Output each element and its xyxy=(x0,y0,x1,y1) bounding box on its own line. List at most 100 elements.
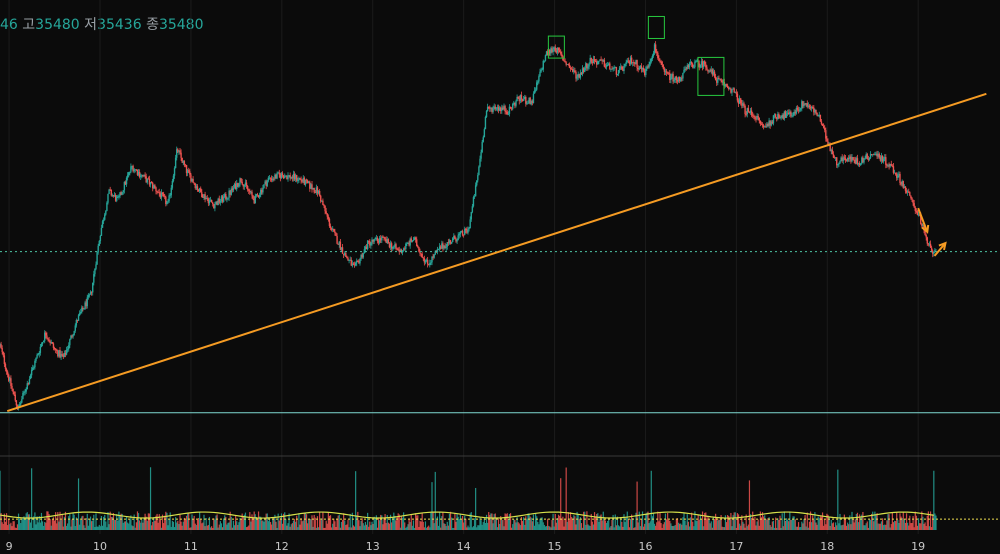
candle-body xyxy=(36,354,38,358)
candle-body xyxy=(517,96,519,99)
candle-body xyxy=(243,185,246,187)
volume-bar xyxy=(935,515,937,530)
candle-body xyxy=(642,68,645,71)
volume-bar xyxy=(271,524,273,530)
volume-bar xyxy=(248,525,250,530)
candle-body xyxy=(15,400,18,406)
candle-body xyxy=(666,72,669,74)
candle-body xyxy=(506,111,508,115)
volume-bar xyxy=(674,525,676,530)
volume-bar xyxy=(41,521,44,530)
candle-body xyxy=(251,191,253,196)
volume-bar xyxy=(765,518,767,530)
volume-bar xyxy=(641,511,644,530)
volume-bar xyxy=(791,519,793,530)
candle-body xyxy=(807,105,810,107)
candle-body xyxy=(863,159,865,163)
volume-bar xyxy=(881,518,884,530)
volume-bar xyxy=(67,523,69,530)
candle-body xyxy=(813,107,815,113)
candle-body xyxy=(280,173,283,179)
volume-bar xyxy=(332,523,334,530)
volume-bar xyxy=(793,516,795,530)
volume-bar xyxy=(671,525,673,530)
candle-body xyxy=(453,236,455,239)
volume-bar xyxy=(875,515,877,530)
volume-bar xyxy=(728,516,730,530)
volume-bar xyxy=(859,514,861,530)
candle-body xyxy=(377,241,380,243)
candle-body xyxy=(896,174,898,178)
volume-bar xyxy=(395,520,397,530)
volume-bar xyxy=(464,515,466,530)
candle-body xyxy=(344,253,346,255)
volume-bar xyxy=(514,519,516,530)
candle-body xyxy=(135,169,138,171)
candle-body xyxy=(261,189,263,193)
volume-bar xyxy=(168,519,170,530)
volume-bar xyxy=(589,525,591,530)
volume-bar xyxy=(209,527,212,530)
volume-bar xyxy=(545,526,548,530)
candle-body xyxy=(248,189,250,191)
candle-body xyxy=(34,360,36,368)
volume-bar xyxy=(86,513,88,530)
candle-body xyxy=(146,178,148,183)
volume-bar xyxy=(576,511,578,530)
volume-bar xyxy=(361,518,363,530)
volume-bar xyxy=(890,524,892,530)
candle-body xyxy=(736,93,739,101)
volume-bar xyxy=(23,516,25,530)
candle-body xyxy=(875,153,877,155)
candle-body xyxy=(505,111,507,113)
volume-bar xyxy=(713,519,716,530)
candle-body xyxy=(890,163,892,166)
candle-body xyxy=(38,352,40,355)
volume-bar xyxy=(247,526,249,530)
candle-body xyxy=(733,88,735,93)
candle-body xyxy=(124,181,127,185)
volume-bar xyxy=(853,522,855,530)
volume-bar xyxy=(296,515,298,530)
volume-bar xyxy=(493,514,495,530)
candle-body xyxy=(855,158,858,164)
volume-bar xyxy=(805,526,807,530)
candle-body xyxy=(840,157,842,162)
volume-bar xyxy=(419,520,421,530)
volume-bar xyxy=(925,525,927,530)
grid xyxy=(8,0,919,534)
volume-bar xyxy=(21,519,23,530)
candle-body xyxy=(793,111,795,116)
candle-body xyxy=(444,245,446,249)
candle-body xyxy=(182,161,184,163)
candle-body xyxy=(186,170,189,173)
candle-body xyxy=(454,236,456,240)
volume-bar xyxy=(272,518,274,530)
candle-body xyxy=(176,149,178,158)
candle-body xyxy=(805,103,807,105)
volume-bar xyxy=(353,526,356,530)
candle-body xyxy=(713,71,716,77)
candle-body xyxy=(330,228,333,230)
candle-body xyxy=(59,350,61,358)
volume-bar xyxy=(500,516,502,530)
volume-bar xyxy=(92,520,94,530)
volume-bar xyxy=(723,527,725,530)
candle-body xyxy=(724,84,727,87)
volume-bar xyxy=(571,517,573,530)
volume-bar xyxy=(243,514,245,530)
candle-body xyxy=(185,165,188,173)
volume-bar xyxy=(275,521,277,530)
volume-bar xyxy=(635,512,637,530)
volume-bar xyxy=(159,519,161,530)
volume-bar xyxy=(458,518,460,530)
candle-body xyxy=(287,175,289,180)
candle-body xyxy=(192,179,194,183)
volume-bar xyxy=(863,525,865,530)
candle-body xyxy=(689,62,692,64)
volume-bar xyxy=(720,515,722,530)
volume-bar xyxy=(488,512,490,530)
x-tick-label: 16 xyxy=(638,540,652,553)
candle-body xyxy=(369,241,371,246)
